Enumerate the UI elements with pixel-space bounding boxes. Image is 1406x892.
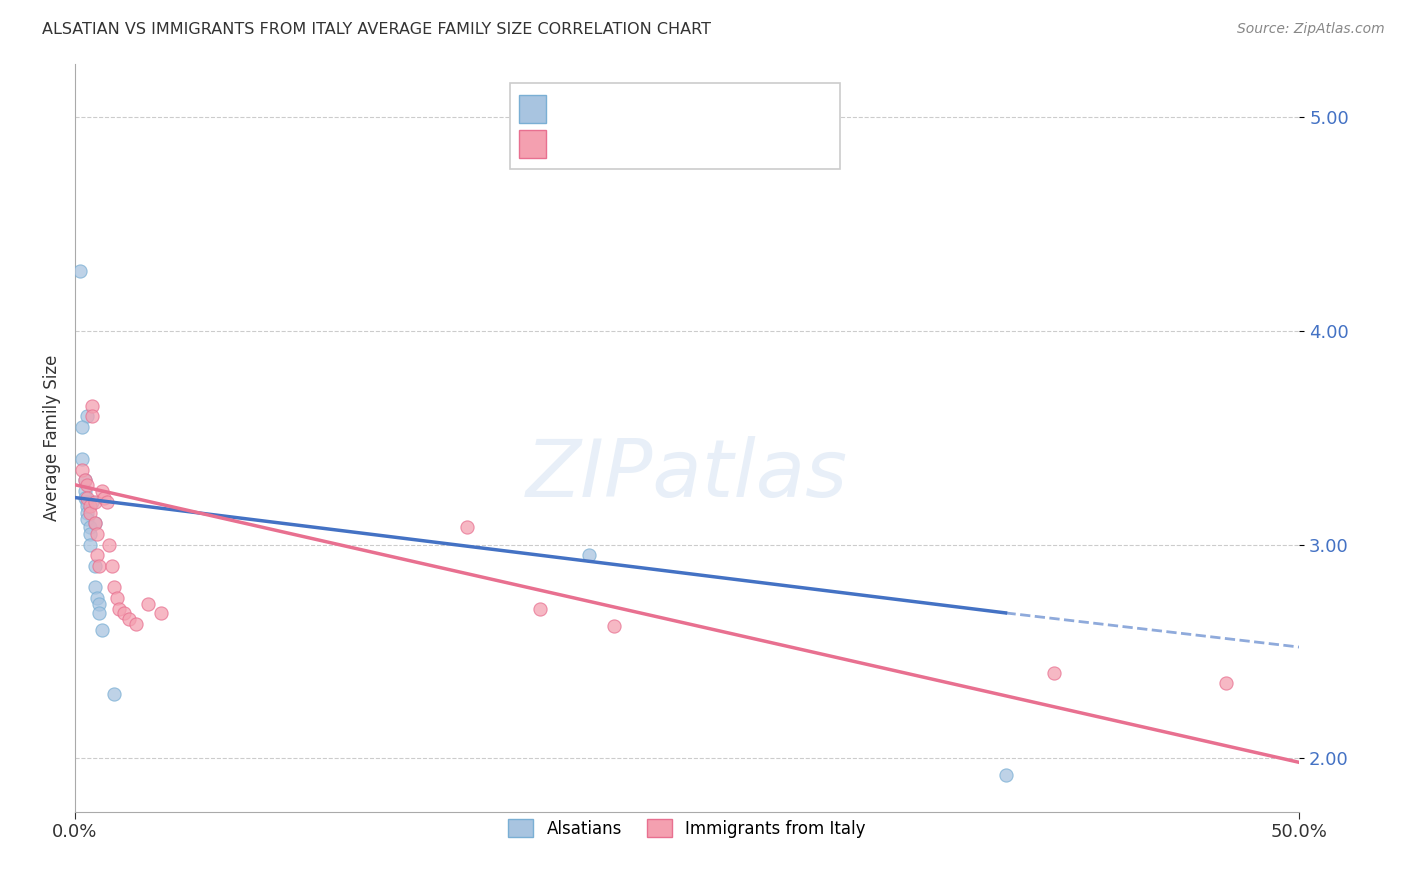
Point [1215,676,1237,690]
Point [100,558,122,573]
Point [96,495,118,509]
Point [105,591,128,605]
Point [93,491,115,505]
Point [73,491,96,505]
Point [994,768,1017,782]
Point [118,612,141,626]
Point [76,477,98,491]
FancyBboxPatch shape [519,130,547,158]
Text: ALSATIAN VS IMMIGRANTS FROM ITALY AVERAGE FAMILY SIZE CORRELATION CHART: ALSATIAN VS IMMIGRANTS FROM ITALY AVERAG… [42,22,711,37]
Point [83,516,105,531]
Point [98,538,121,552]
Point [89,558,111,573]
Point [82,495,104,509]
Text: -0.160: -0.160 [607,100,666,118]
Point [79,538,101,552]
Point [72,420,94,434]
Point [91,484,114,499]
Point [79,527,101,541]
Text: R =: R = [558,100,595,118]
Point [72,452,94,467]
Text: N =: N = [693,100,730,118]
Point [76,506,98,520]
Point [76,491,98,505]
Point [103,580,125,594]
Text: N =: N = [693,135,730,153]
Point [86,548,108,562]
Point [73,484,96,499]
Point [76,495,98,509]
Point [83,580,105,594]
Point [529,601,551,615]
Point [83,495,105,509]
Text: ZIPatlas: ZIPatlas [526,436,848,514]
Point [456,520,478,534]
Text: -0.444: -0.444 [607,135,668,153]
Legend: Alsatians, Immigrants from Italy: Alsatians, Immigrants from Italy [502,813,873,845]
Point [82,399,104,413]
Point [73,474,96,488]
Text: R =: R = [558,135,595,153]
Point [76,499,98,513]
Text: Source: ZipAtlas.com: Source: ZipAtlas.com [1237,22,1385,37]
Point [86,591,108,605]
Text: 25: 25 [740,100,763,118]
Point [72,463,94,477]
Point [578,548,600,562]
Point [73,474,96,488]
Point [83,558,105,573]
Point [112,606,135,620]
Point [89,606,111,620]
Point [138,598,160,612]
Point [79,499,101,513]
Point [79,506,101,520]
Point [69,264,91,278]
Text: 31: 31 [740,135,763,153]
Point [125,616,148,631]
FancyBboxPatch shape [519,95,547,123]
Point [76,512,98,526]
Point [86,527,108,541]
Point [89,598,111,612]
Point [149,606,172,620]
Y-axis label: Average Family Size: Average Family Size [44,355,60,521]
Point [108,601,131,615]
Point [83,516,105,531]
Point [82,409,104,424]
Point [103,687,125,701]
Point [79,520,101,534]
Point [91,623,114,637]
Point [76,409,98,424]
Point [602,618,624,632]
FancyBboxPatch shape [509,83,841,169]
Point [1043,665,1066,680]
